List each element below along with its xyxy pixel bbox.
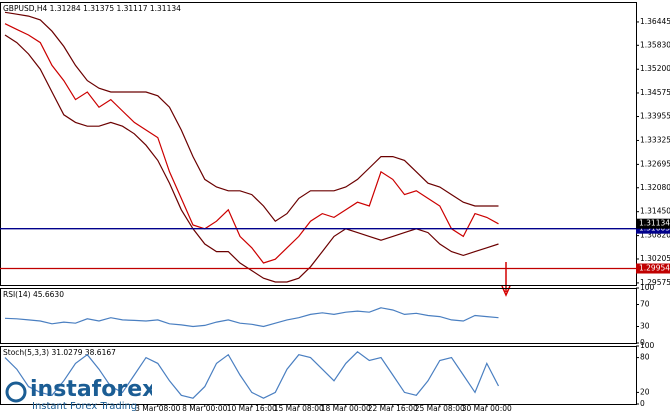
x-tick-label: 3 Mar 08:00 — [135, 404, 181, 413]
y-tick-label: 100 — [640, 283, 655, 292]
y-tick-label: 1.33325 — [640, 135, 670, 144]
price-label-box — [636, 218, 670, 229]
panel-title: GBPUSD,H4 1.31284 1.31375 1.31117 1.3113… — [3, 4, 181, 13]
y-tick-label: 100 — [640, 341, 655, 350]
x-tick-label: 8 Mar 00:00 — [182, 404, 228, 413]
brand: instaforex — [30, 377, 152, 402]
panel-frame — [0, 288, 637, 344]
y-tick-label: 20 — [640, 387, 650, 396]
y-tick-label: 1.36445 — [640, 17, 670, 26]
price-label-box — [636, 263, 670, 274]
series-line — [4, 351, 500, 399]
series-line — [4, 11, 499, 223]
panel-frame — [0, 2, 637, 286]
x-tick-label: 25 Mar 08:00 — [415, 404, 465, 413]
watermark: instaforex Instant Forex Trading — [2, 376, 156, 416]
y-tick-label: 1.31450 — [640, 207, 670, 216]
y-tick-label: 1.29575 — [640, 278, 670, 287]
y-tick-label: 1.35830 — [640, 40, 670, 49]
y-tick-label: 1.34575 — [640, 88, 670, 97]
x-tick-label: 10 Mar 16:00 — [227, 404, 277, 413]
price-label: 1.31134 — [639, 219, 670, 228]
price-label: 1.29954 — [639, 264, 670, 273]
x-tick-label: 15 Mar 08:00 — [274, 404, 324, 413]
panel-title: Stoch(5,3,3) 31.0279 38.6167 — [3, 348, 116, 357]
y-tick-label: 30 — [640, 322, 650, 331]
x-tick-label: 30 Mar 00:00 — [462, 404, 512, 413]
logo-icon — [5, 381, 27, 403]
series-line — [4, 307, 499, 328]
logo: instaforex Instant Forex Trading — [5, 377, 156, 412]
y-tick-label: 0 — [640, 338, 645, 347]
y-tick-label: 0 — [640, 399, 645, 408]
y-tick-label: 1.30820 — [640, 231, 670, 240]
x-tick-label: 18 Mar 00:00 — [321, 404, 371, 413]
y-tick-label: 1.32695 — [640, 159, 670, 168]
y-tick-label: 70 — [640, 300, 650, 309]
y-tick-label: 1.32080 — [640, 183, 670, 192]
panel-title: RSI(14) 45.6630 — [3, 290, 64, 299]
tagline: Instant Forex Trading — [32, 401, 137, 412]
series-line — [4, 23, 499, 264]
y-tick-label: 1.30205 — [640, 254, 670, 263]
x-tick-label: 22 Mar 16:00 — [368, 404, 418, 413]
y-tick-label: 1.33955 — [640, 112, 670, 121]
panel-frame — [0, 346, 637, 405]
y-tick-label: 80 — [640, 353, 650, 362]
y-tick-label: 1.35200 — [640, 64, 670, 73]
